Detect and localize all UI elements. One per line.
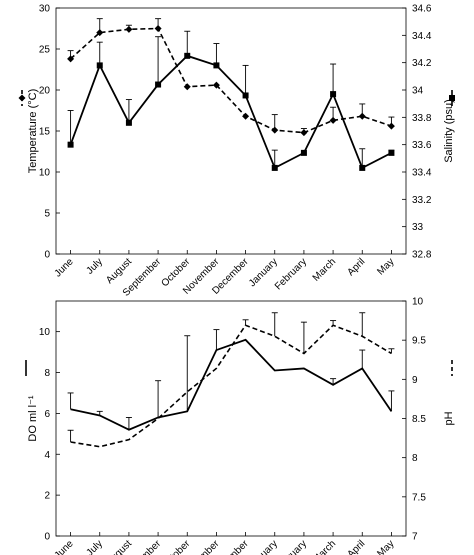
left-tick-label: 8 bbox=[44, 368, 50, 379]
right-tick-label: 9 bbox=[412, 375, 418, 386]
right-tick-label: 33.4 bbox=[412, 168, 432, 179]
right-axis-label: pH bbox=[443, 411, 455, 425]
x-tick-label-october: October bbox=[159, 538, 192, 555]
x-tick-label-may: May bbox=[375, 538, 396, 555]
right-tick-label: 33.8 bbox=[412, 113, 432, 124]
series-1-line bbox=[70, 27, 392, 134]
temperature-salinity-chart: 0 5 10 15 20 25 30 32.8 33 33.2 33.4 33.6 33.8 34 34.2… bbox=[18, 4, 455, 299]
x-tick-label-august: August bbox=[104, 538, 134, 555]
left-tick-label: 4 bbox=[44, 450, 50, 461]
left-tick-label: 2 bbox=[44, 491, 50, 502]
right-tick-label: 7 bbox=[412, 532, 418, 543]
data-point-diamond bbox=[212, 81, 220, 89]
right-tick-label: 8 bbox=[412, 453, 418, 464]
data-point-diamond bbox=[387, 122, 395, 130]
right-tick-label: 34.2 bbox=[412, 58, 432, 69]
data-point-diamond bbox=[242, 112, 250, 120]
data-point-square bbox=[300, 149, 307, 156]
x-tick-label-april: April bbox=[345, 256, 367, 278]
x-tick-label-march: March bbox=[311, 256, 338, 283]
legend-square-marker bbox=[449, 95, 455, 101]
data-point-diamond bbox=[300, 129, 308, 137]
plot-frame bbox=[55, 300, 407, 537]
data-point-square bbox=[184, 52, 191, 59]
series-0-line bbox=[69, 54, 392, 170]
left-tick-label: 30 bbox=[39, 4, 51, 15]
data-point-square bbox=[96, 62, 103, 69]
data-point-diamond bbox=[358, 112, 366, 120]
left-tick-label: 25 bbox=[39, 45, 51, 56]
data-point-square bbox=[213, 62, 220, 69]
data-point-diamond bbox=[67, 55, 75, 63]
right-tick-label: 32.8 bbox=[412, 250, 432, 261]
x-tick-label-may: May bbox=[375, 256, 396, 277]
x-tick-label-february: February bbox=[273, 256, 309, 292]
left-axis-label: Temperature (°C) bbox=[27, 89, 39, 173]
right-tick-label: 34.6 bbox=[412, 4, 432, 15]
plot-frame bbox=[55, 7, 407, 255]
right-tick-label: 10 bbox=[412, 297, 424, 308]
left-tick-label: 0 bbox=[44, 250, 50, 261]
left-tick-label: 10 bbox=[39, 327, 51, 338]
data-point-diamond bbox=[329, 116, 337, 124]
right-tick-label: 33 bbox=[412, 222, 424, 233]
left-tick-label: 6 bbox=[44, 409, 50, 420]
left-tick-label: 10 bbox=[39, 168, 51, 179]
x-tick-label-july: July bbox=[85, 256, 105, 276]
x-tick-label-july: July bbox=[85, 538, 105, 555]
legend-diamond-marker bbox=[18, 94, 26, 102]
right-tick-label: 34 bbox=[412, 86, 424, 97]
series-0-line bbox=[70, 338, 393, 431]
left-tick-label: 15 bbox=[39, 127, 51, 138]
data-point-square bbox=[242, 92, 249, 99]
right-tick-label: 9.5 bbox=[412, 336, 426, 347]
x-tick-label-june: June bbox=[53, 538, 76, 555]
left-tick-label: 5 bbox=[44, 209, 50, 220]
data-point-diamond bbox=[96, 29, 104, 37]
data-point-diamond bbox=[125, 25, 133, 33]
right-tick-label: 34.4 bbox=[412, 31, 432, 42]
left-tick-label: 20 bbox=[39, 86, 51, 97]
data-point-square bbox=[359, 164, 366, 171]
right-tick-label: 8.5 bbox=[412, 414, 426, 425]
x-tick-label-january: January bbox=[247, 538, 280, 555]
right-tick-label: 33.2 bbox=[412, 195, 432, 206]
left-tick-label: 0 bbox=[44, 532, 50, 543]
data-point-square bbox=[125, 119, 132, 126]
x-tick-label-june: June bbox=[53, 256, 76, 279]
data-point-diamond bbox=[183, 83, 191, 91]
do-ph-chart: 024681077.588.599.510JuneJulyAugustSepte… bbox=[25, 297, 455, 555]
x-tick-label-march: March bbox=[311, 538, 338, 555]
data-point-diamond bbox=[271, 126, 279, 134]
data-point-square bbox=[330, 91, 337, 98]
data-point-diamond bbox=[154, 25, 162, 32]
data-point-square bbox=[388, 149, 395, 156]
data-point-square bbox=[155, 81, 162, 88]
data-point-square bbox=[271, 164, 278, 171]
series-1-line bbox=[70, 324, 392, 448]
x-tick-label-april: April bbox=[345, 538, 367, 555]
right-axis-label: Salinity (psu) bbox=[443, 99, 455, 163]
left-axis-label: DO ml l⁻¹ bbox=[27, 395, 39, 441]
right-tick-label: 33.6 bbox=[412, 140, 432, 151]
data-point-square bbox=[67, 141, 74, 148]
right-tick-label: 7.5 bbox=[412, 492, 426, 503]
